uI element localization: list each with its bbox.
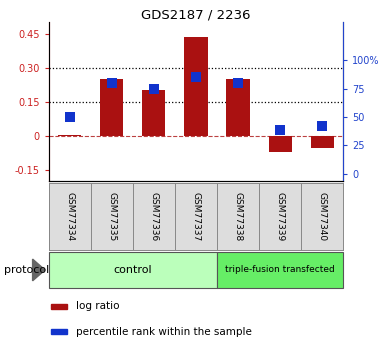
Text: triple-fusion transfected: triple-fusion transfected [225,265,335,275]
Point [235,80,241,86]
Text: GSM77340: GSM77340 [318,192,327,241]
Point [319,123,326,129]
Bar [217,252,343,288]
Bar [100,79,123,136]
Title: GDS2187 / 2236: GDS2187 / 2236 [141,8,251,21]
Bar [227,79,249,136]
Text: GSM77334: GSM77334 [65,192,74,241]
Bar [52,304,68,309]
Bar [48,252,217,288]
Bar [52,329,68,334]
Polygon shape [33,259,45,281]
Text: protocol: protocol [4,265,49,275]
Point [193,75,199,80]
Text: percentile rank within the sample: percentile rank within the sample [76,327,252,337]
Text: control: control [113,265,152,275]
Point [277,128,283,133]
Bar [268,136,292,152]
Bar [184,37,208,136]
Text: GSM77339: GSM77339 [276,192,285,241]
Point [151,86,157,91]
Text: GSM77336: GSM77336 [149,192,158,241]
Point [66,114,73,120]
Point [109,80,115,86]
Bar [311,136,334,148]
Text: GSM77337: GSM77337 [191,192,201,241]
Text: GSM77335: GSM77335 [107,192,116,241]
Bar [142,90,165,136]
Text: GSM77338: GSM77338 [234,192,242,241]
Bar [58,135,81,136]
Text: log ratio: log ratio [76,302,120,312]
